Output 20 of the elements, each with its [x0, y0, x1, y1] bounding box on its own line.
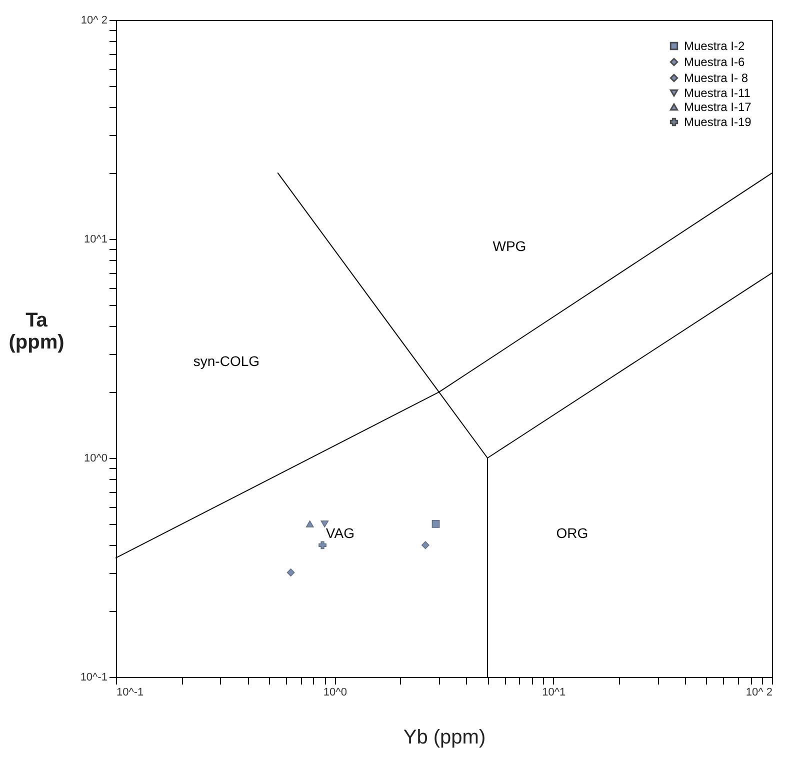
y-tick-label: 10^0 — [84, 452, 108, 464]
y-axis-title: Ta (ppm) — [8, 310, 64, 354]
x-tick-label: 10^1 — [542, 686, 566, 698]
legend-label: Muestra I- 8 — [684, 71, 748, 85]
legend-label: Muestra I-2 — [684, 39, 746, 53]
legend-label: Muestra I-11 — [684, 86, 751, 100]
x-tick-label: 10^-1 — [116, 686, 144, 698]
annotation: ORG — [556, 524, 588, 541]
x-axis-title: Yb (ppm) — [403, 726, 486, 748]
annotation: syn-COLG — [193, 352, 260, 369]
y-tick-label: 10^-1 — [80, 672, 108, 684]
legend-label: Muestra I-17 — [684, 100, 752, 114]
legend-label: Muestra I-6 — [684, 55, 746, 69]
legend-label: Muestra I-19 — [684, 115, 752, 129]
y-tick-label: 10^1 — [84, 234, 108, 246]
x-tick-label: 10^0 — [323, 686, 347, 698]
annotation: WPG — [492, 238, 526, 254]
x-tick-label: 10^ 2 — [746, 686, 772, 698]
y-tick-label: 10^ 2 — [80, 14, 108, 26]
annotation: VAG — [326, 524, 354, 541]
